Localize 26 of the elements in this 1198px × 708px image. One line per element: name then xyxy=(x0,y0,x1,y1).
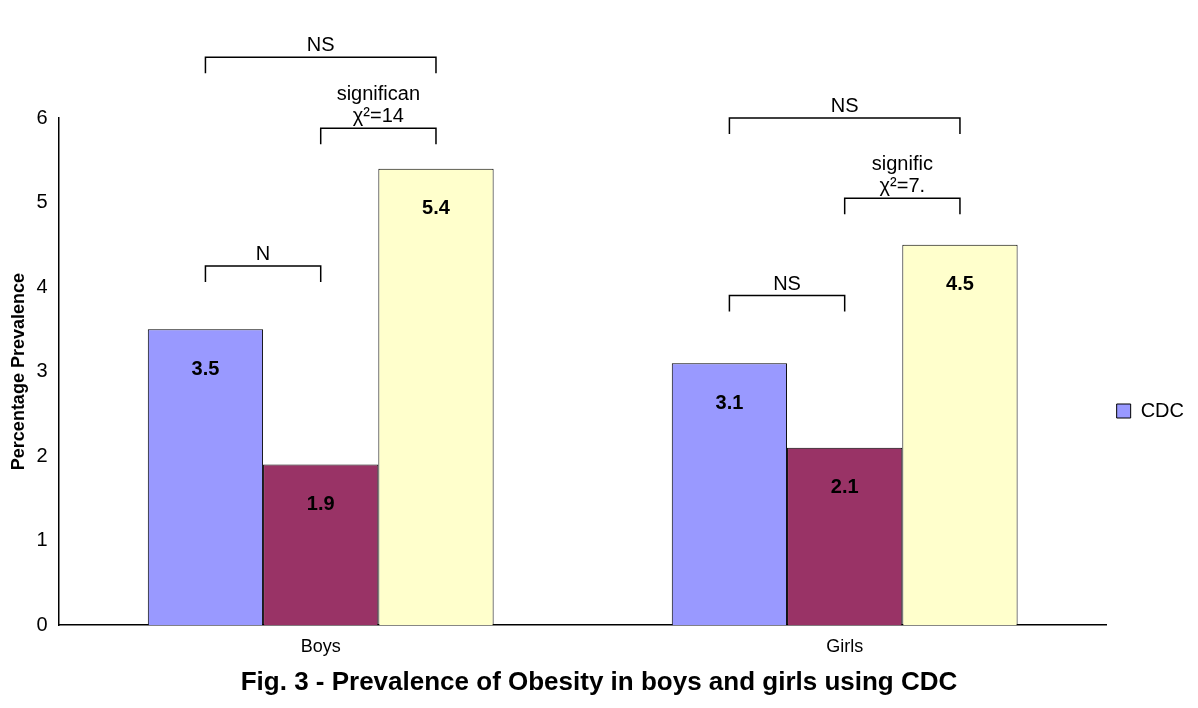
data-label: 2.1 xyxy=(830,475,859,498)
x-tick-label: Boys xyxy=(300,635,341,656)
data-label: 5.4 xyxy=(422,196,451,219)
data-label: 4.5 xyxy=(946,272,974,295)
annotation: N xyxy=(255,241,271,264)
text: Fig. 3 - Prevalence of Obesity in boys and girls using CDC xyxy=(240,665,958,696)
legend-label: CDC xyxy=(1140,398,1185,421)
y-tick-label: 5 xyxy=(36,190,48,213)
y-tick-label: 6 xyxy=(36,105,48,128)
y-tick-label: 4 xyxy=(36,274,48,297)
data-label: 3.1 xyxy=(715,390,744,413)
data-label: 1.9 xyxy=(306,492,335,515)
y-axis-title: Percentage Prevalence xyxy=(7,273,28,471)
y-tick-label: 1 xyxy=(36,528,48,551)
y-tick-label: 3 xyxy=(36,359,48,382)
annotation: signific xyxy=(871,152,933,175)
y-tick-label: 0 xyxy=(36,612,48,635)
text: NS xyxy=(306,33,335,56)
annotation: χ²=7. xyxy=(879,174,926,197)
text: significan xyxy=(336,82,421,105)
text: NS xyxy=(830,94,859,116)
annotation: NS xyxy=(773,271,801,294)
y-tick-label: 2 xyxy=(36,443,48,466)
data-label: 3.5 xyxy=(191,356,220,379)
annotation: χ²=14 xyxy=(352,104,404,127)
x-tick-label: Girls xyxy=(826,635,864,656)
